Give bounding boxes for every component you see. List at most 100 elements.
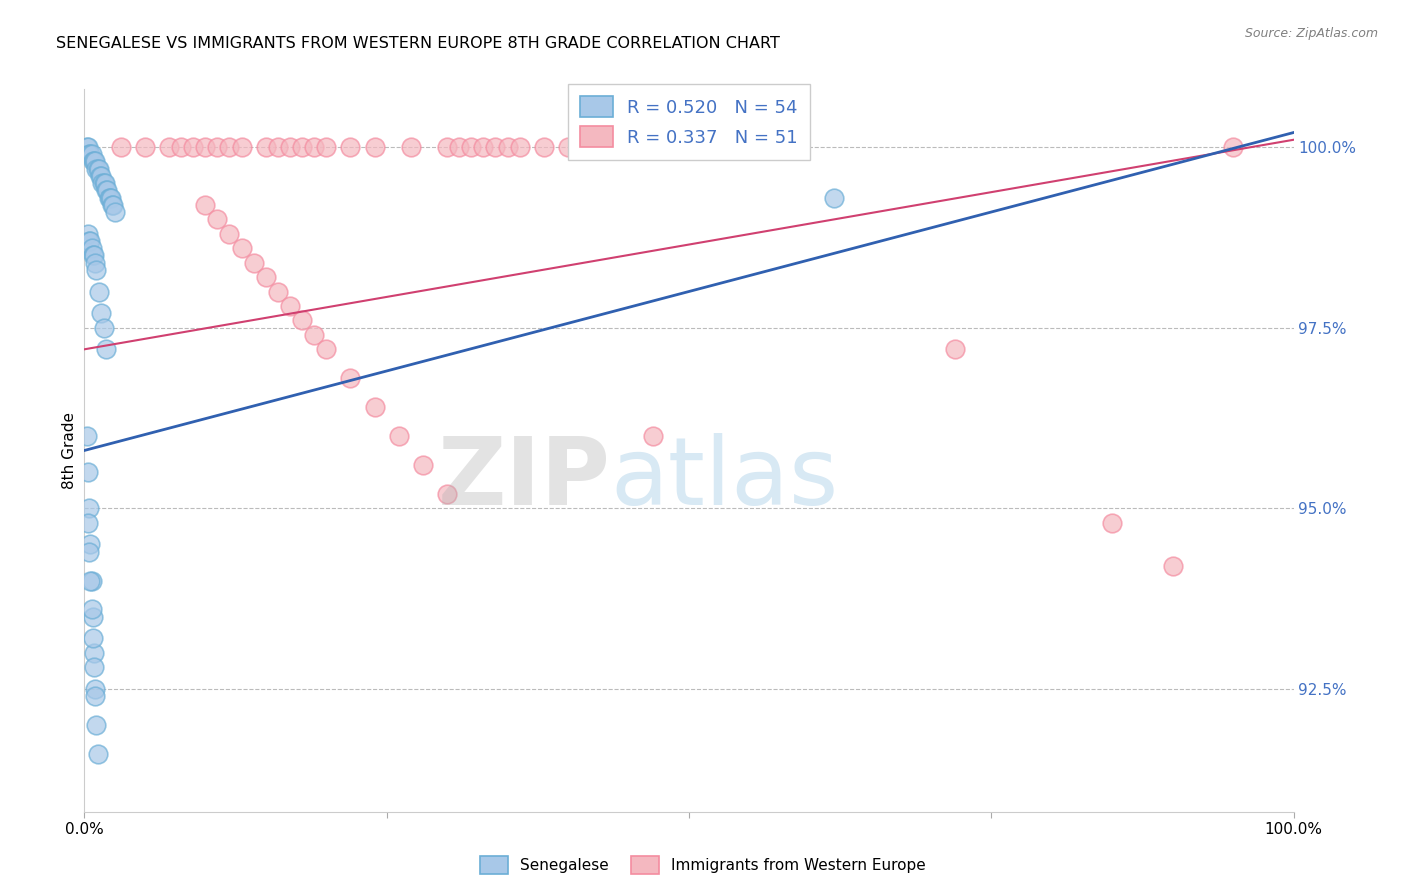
Point	[77, 234, 100, 248]
Point	[472, 140, 495, 154]
Point	[97, 190, 120, 204]
Point	[363, 400, 385, 414]
Text: ZIP: ZIP	[437, 434, 610, 525]
Legend: R = 0.520   N = 54, R = 0.337   N = 51: R = 0.520 N = 54, R = 0.337 N = 51	[568, 84, 810, 160]
Y-axis label: 8th Grade: 8th Grade	[62, 412, 77, 489]
Point	[436, 487, 458, 501]
Point	[77, 516, 100, 530]
Point	[77, 544, 100, 558]
Point	[83, 154, 105, 169]
Point	[581, 140, 603, 154]
Point	[134, 140, 156, 154]
Point	[630, 140, 652, 154]
Point	[103, 198, 125, 212]
Point	[412, 458, 434, 472]
Point	[315, 140, 337, 154]
Point	[339, 140, 361, 154]
Point	[77, 147, 100, 161]
Point	[388, 429, 411, 443]
Point	[82, 609, 104, 624]
Point	[157, 140, 180, 154]
Point	[943, 343, 966, 357]
Point	[79, 234, 101, 248]
Point	[100, 190, 122, 204]
Point	[86, 161, 108, 176]
Point	[218, 140, 240, 154]
Point	[82, 154, 104, 169]
Point	[84, 154, 107, 169]
Point	[242, 255, 264, 269]
Point	[194, 198, 217, 212]
Point	[496, 140, 519, 154]
Point	[77, 465, 100, 479]
Legend: Senegalese, Immigrants from Western Europe: Senegalese, Immigrants from Western Euro…	[474, 850, 932, 880]
Point	[1161, 559, 1184, 574]
Point	[98, 190, 121, 204]
Point	[80, 241, 103, 255]
Point	[90, 169, 112, 183]
Point	[207, 212, 229, 227]
Point	[339, 371, 361, 385]
Point	[101, 198, 124, 212]
Point	[399, 140, 422, 154]
Point	[231, 241, 253, 255]
Text: SENEGALESE VS IMMIGRANTS FROM WESTERN EUROPE 8TH GRADE CORRELATION CHART: SENEGALESE VS IMMIGRANTS FROM WESTERN EU…	[56, 36, 780, 51]
Point	[302, 327, 325, 342]
Point	[484, 140, 506, 154]
Point	[84, 255, 107, 269]
Point	[77, 140, 100, 154]
Point	[231, 140, 253, 154]
Point	[194, 140, 217, 154]
Point	[449, 140, 471, 154]
Point	[93, 320, 115, 334]
Point	[1222, 140, 1244, 154]
Point	[80, 602, 103, 616]
Point	[83, 248, 105, 262]
Point	[170, 140, 193, 154]
Point	[82, 632, 104, 646]
Point	[104, 205, 127, 219]
Point	[80, 147, 103, 161]
Point	[94, 183, 117, 197]
Point	[94, 343, 117, 357]
Point	[86, 262, 108, 277]
Text: atlas: atlas	[610, 434, 838, 525]
Text: Source: ZipAtlas.com: Source: ZipAtlas.com	[1244, 27, 1378, 40]
Point	[291, 313, 314, 327]
Point	[363, 140, 385, 154]
Point	[460, 140, 482, 154]
Point	[823, 190, 845, 204]
Point	[207, 140, 229, 154]
Point	[533, 140, 555, 154]
Point	[76, 140, 98, 154]
Point	[93, 176, 115, 190]
Point	[436, 140, 458, 154]
Point	[79, 537, 101, 551]
Point	[110, 140, 132, 154]
Point	[557, 140, 579, 154]
Point	[291, 140, 314, 154]
Point	[79, 147, 101, 161]
Point	[181, 140, 204, 154]
Point	[89, 169, 111, 183]
Point	[267, 140, 290, 154]
Point	[87, 285, 110, 299]
Point	[641, 429, 664, 443]
Point	[90, 306, 112, 320]
Point	[79, 574, 101, 588]
Point	[82, 248, 104, 262]
Point	[84, 689, 107, 703]
Point	[77, 227, 100, 241]
Point	[80, 574, 103, 588]
Point	[84, 681, 107, 696]
Point	[278, 299, 301, 313]
Point	[254, 270, 277, 285]
Point	[605, 140, 627, 154]
Point	[86, 718, 108, 732]
Point	[302, 140, 325, 154]
Point	[91, 176, 114, 190]
Point	[76, 429, 98, 443]
Point	[83, 646, 105, 660]
Point	[218, 227, 240, 241]
Point	[96, 183, 118, 197]
